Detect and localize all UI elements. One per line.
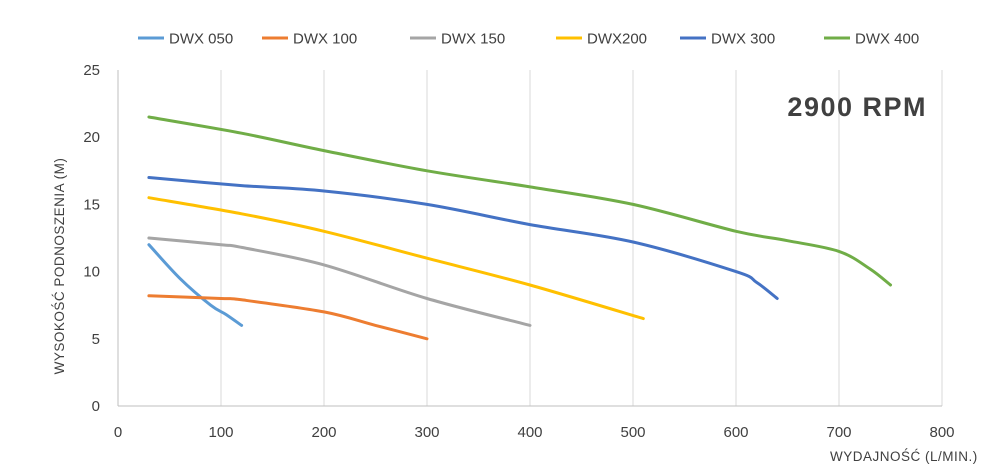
series-line-dwx-150 bbox=[147, 236, 532, 327]
x-tick-label: 600 bbox=[723, 424, 748, 441]
legend-label-dwx-050: DWX 050 bbox=[169, 31, 233, 48]
x-tick-label: 0 bbox=[114, 424, 122, 441]
x-tick-label: 700 bbox=[826, 424, 851, 441]
axes: 0 5 10 15 20 25 0 100 200 300 400 500 600 700 800 bbox=[83, 62, 954, 441]
series-line-dwx-300 bbox=[147, 176, 779, 300]
y-axis-title: WYSOKOŚĆ PODNOSZENIA (M) bbox=[52, 158, 67, 375]
gridlines bbox=[220, 70, 943, 406]
series-line-dwx-400 bbox=[147, 115, 892, 287]
x-tick-label: 300 bbox=[414, 424, 439, 441]
y-tick-label: 15 bbox=[83, 196, 100, 213]
legend-label-dwx-300: DWX 300 bbox=[711, 31, 775, 48]
legend-label-dwx-100: DWX 100 bbox=[293, 31, 357, 48]
legend: DWX 050 DWX 100 DWX 150 DWX200 DWX 300 DWX 40… bbox=[138, 31, 919, 48]
x-tick-label: 400 bbox=[517, 424, 542, 441]
y-tick-label: 10 bbox=[83, 264, 100, 281]
x-tick-label: 100 bbox=[208, 424, 233, 441]
y-tick-label: 5 bbox=[92, 331, 100, 348]
x-tick-label: 800 bbox=[929, 424, 954, 441]
series-lines bbox=[147, 115, 892, 341]
series-line-dwx200 bbox=[147, 196, 645, 321]
x-tick-label: 500 bbox=[620, 424, 645, 441]
legend-label-dwx-400: DWX 400 bbox=[855, 31, 919, 48]
x-axis-title: WYDAJNOŚĆ (L/MIN.) bbox=[830, 449, 978, 464]
series-line-dwx-050 bbox=[147, 243, 244, 327]
series-line-dwx-100 bbox=[147, 294, 429, 341]
legend-label-dwx-150: DWX 150 bbox=[441, 31, 505, 48]
x-tick-label: 200 bbox=[311, 424, 336, 441]
rpm-annotation: 2900 RPM bbox=[787, 92, 927, 122]
y-tick-label: 20 bbox=[83, 129, 100, 146]
legend-label-dwx200: DWX200 bbox=[587, 31, 647, 48]
y-tick-label: 25 bbox=[83, 62, 100, 79]
y-tick-label: 0 bbox=[92, 398, 100, 415]
